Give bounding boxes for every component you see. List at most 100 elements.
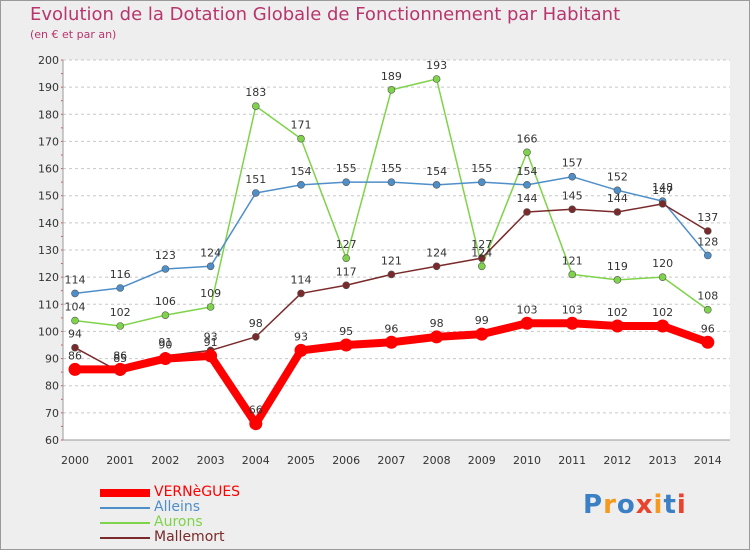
y-minor-tick-65 (61, 425, 63, 427)
point-aurons-2003 (206, 303, 215, 311)
legend-item-vernegues: VERNèGUES (100, 484, 300, 500)
data-label-vernegues-2009: 99 (475, 314, 489, 327)
point-aurons-2007 (387, 86, 396, 94)
point-vernegues-2007 (384, 335, 398, 349)
legend-label-mallemort: Mallemort (154, 529, 225, 545)
data-label-aurons-2008: 193 (426, 59, 447, 72)
data-label-mallemort-2000: 94 (68, 328, 82, 341)
legend-item-mallemort: Mallemort (100, 529, 300, 545)
point-mallemort-2006 (342, 281, 351, 290)
point-alleins-2003 (206, 262, 215, 271)
y-minor-tick-190 (61, 86, 63, 88)
point-alleins-2014 (703, 251, 712, 260)
y-minor-tick-115 (61, 290, 63, 292)
proxiti-logo: Proxiti (583, 490, 687, 520)
point-aurons-2008 (432, 75, 441, 83)
logo-letter: x (635, 490, 654, 520)
data-label-mallemort-2012: 144 (607, 192, 628, 205)
data-label-alleins-2014: 128 (697, 235, 718, 248)
y-minor-tick-145 (61, 208, 63, 210)
point-vernegues-2005 (294, 343, 308, 357)
y-minor-tick-165 (61, 154, 63, 156)
point-vernegues-2012 (610, 319, 624, 333)
point-aurons-2012 (613, 276, 622, 284)
x-tick-label-2013: 2013 (649, 454, 677, 467)
x-tick-label-2005: 2005 (287, 454, 315, 467)
legend-swatch-mallemort (100, 537, 150, 539)
data-label-aurons-2013: 120 (652, 257, 673, 270)
point-aurons-2004 (252, 102, 260, 110)
data-label-vernegues-2012: 102 (607, 306, 628, 319)
data-label-aurons-2010: 166 (517, 132, 538, 145)
point-aurons-2001 (116, 322, 124, 330)
data-label-aurons-2007: 189 (381, 70, 402, 83)
legend-swatch-aurons (100, 522, 150, 524)
legend-label-vernegues: VERNèGUES (154, 484, 241, 500)
data-label-alleins-2001: 116 (110, 268, 131, 281)
legend-swatch-alleins (100, 507, 150, 509)
y-minor-tick-80 (61, 385, 63, 387)
y-tick-label-170: 170 (38, 135, 59, 148)
y-tick-label-80: 80 (45, 380, 59, 393)
data-label-vernegues-2005: 93 (294, 330, 308, 343)
y-tick-label-140: 140 (38, 217, 59, 230)
x-tick-label-2003: 2003 (197, 454, 225, 467)
data-label-aurons-2009: 124 (471, 246, 492, 259)
y-minor-tick-100 (61, 330, 63, 332)
data-label-aurons-2004: 183 (245, 86, 266, 99)
y-tick-label-130: 130 (38, 244, 59, 257)
data-label-alleins-2007: 155 (381, 162, 402, 175)
data-label-mallemort-2011: 145 (562, 189, 583, 202)
x-tick-label-2000: 2000 (61, 454, 89, 467)
point-mallemort-2008 (432, 262, 441, 271)
data-label-aurons-2014: 108 (697, 290, 718, 303)
data-label-alleins-2011: 157 (562, 157, 583, 170)
logo-letter: o (616, 490, 636, 520)
point-alleins-2010 (523, 181, 531, 189)
y-minor-tick-180 (61, 113, 63, 115)
data-label-alleins-2013: 148 (652, 181, 673, 194)
y-minor-tick-85 (61, 371, 63, 373)
point-vernegues-2014 (701, 335, 715, 349)
data-label-alleins-2003: 124 (200, 246, 221, 259)
y-minor-tick-135 (61, 235, 63, 237)
point-alleins-2012 (613, 186, 622, 195)
point-aurons-2013 (658, 273, 667, 281)
point-alleins-2011 (568, 172, 577, 181)
x-tick-label-2006: 2006 (332, 454, 360, 467)
point-vernegues-2001 (113, 362, 127, 376)
y-minor-tick-75 (61, 398, 63, 400)
y-minor-tick-195 (61, 73, 63, 75)
data-label-mallemort-2003: 93 (204, 330, 218, 343)
point-aurons-2014 (703, 305, 712, 314)
x-tick-label-2001: 2001 (106, 454, 134, 467)
legend-swatch-vernegues (100, 489, 150, 497)
x-tick-label-2007: 2007 (377, 454, 405, 467)
data-label-aurons-2000: 104 (65, 301, 86, 314)
data-label-aurons-2006: 127 (336, 238, 357, 251)
chart-subtitle: (en € et par an) (30, 28, 117, 41)
point-vernegues-2010 (520, 316, 534, 330)
data-label-mallemort-2008: 124 (426, 246, 447, 259)
y-tick-label-180: 180 (38, 108, 59, 121)
point-alleins-2005 (297, 181, 305, 189)
data-label-mallemort-2001: 85 (113, 352, 127, 365)
y-tick-label-200: 200 (38, 54, 59, 67)
data-label-alleins-2002: 123 (155, 249, 176, 262)
legend-label-alleins: Alleins (154, 499, 201, 515)
y-minor-tick-125 (61, 263, 63, 265)
data-label-aurons-2003: 109 (200, 287, 221, 300)
y-tick-label-100: 100 (38, 325, 59, 338)
point-alleins-2004 (252, 189, 260, 197)
data-label-mallemort-2004: 98 (249, 317, 263, 330)
y-tick-label-60: 60 (45, 434, 59, 447)
plot-area (63, 60, 730, 440)
data-label-vernegues-2014: 96 (701, 322, 715, 335)
data-label-alleins-2004: 151 (245, 173, 266, 186)
data-label-vernegues-2000: 86 (68, 349, 82, 362)
logo-letter: i (653, 490, 664, 520)
point-vernegues-2006 (339, 338, 353, 352)
point-vernegues-2003 (204, 349, 218, 363)
point-alleins-2006 (342, 178, 351, 186)
data-label-mallemort-2009: 127 (471, 238, 492, 251)
